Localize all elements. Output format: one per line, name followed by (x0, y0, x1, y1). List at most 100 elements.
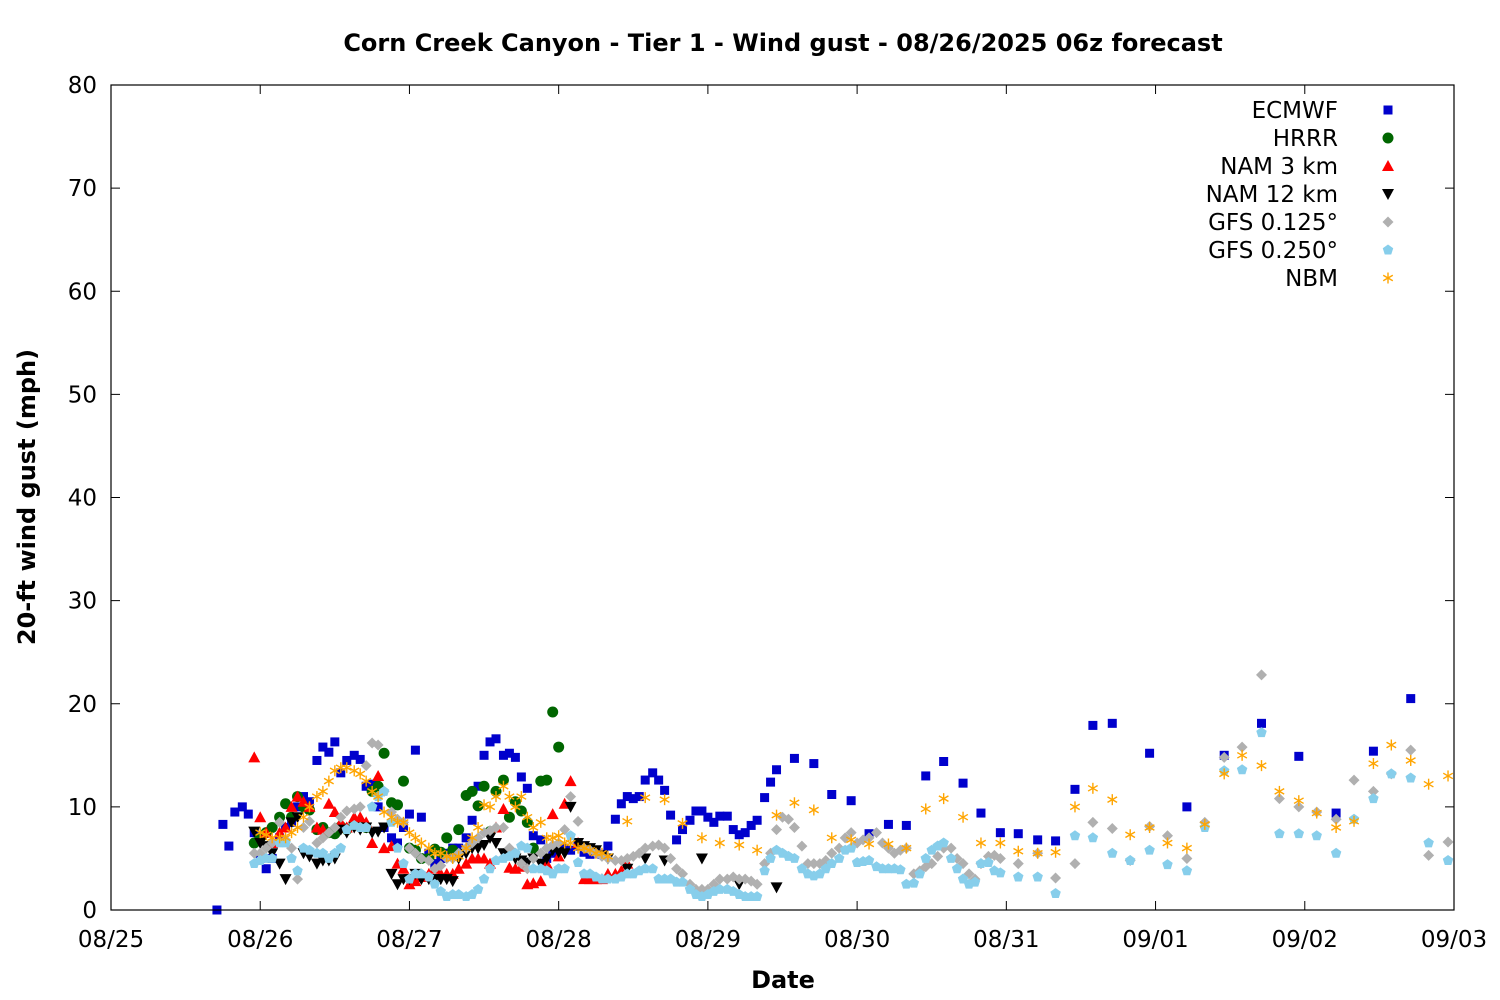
x-axis-label: Date (751, 966, 815, 994)
data-point (286, 827, 297, 839)
data-point (366, 801, 378, 812)
data-point (1442, 770, 1454, 782)
data-point (938, 837, 949, 848)
legend-label: NBM (1285, 266, 1338, 292)
x-tick-label: 08/27 (376, 927, 442, 953)
data-point (572, 857, 584, 868)
data-point (746, 820, 756, 830)
data-point (285, 800, 298, 812)
data-point (435, 885, 447, 896)
y-tick-label: 20 (68, 692, 97, 718)
data-point (1405, 772, 1416, 783)
data-point (622, 792, 632, 802)
data-point (883, 838, 894, 850)
data-point (566, 845, 576, 855)
data-point (298, 811, 309, 823)
data-point (920, 803, 931, 815)
data-point (883, 819, 893, 829)
data-point (522, 783, 532, 793)
data-point (489, 837, 502, 849)
data-point (1050, 846, 1061, 858)
data-point (541, 774, 553, 786)
data-point (759, 865, 770, 876)
data-point (696, 832, 708, 844)
data-point (782, 813, 794, 825)
data-point (260, 842, 272, 854)
data-point (728, 825, 738, 835)
data-point (534, 875, 547, 887)
data-point (280, 798, 292, 810)
data-point (515, 805, 527, 817)
data-point (634, 792, 644, 802)
data-point (472, 822, 484, 833)
data-point (1070, 784, 1080, 794)
data-point (1368, 746, 1378, 756)
data-point (504, 748, 514, 758)
data-point (484, 863, 496, 874)
data-point (535, 847, 547, 859)
data-point (461, 833, 471, 843)
data-point (553, 741, 565, 753)
series-gfs-0-250- (249, 727, 1454, 902)
data-point (504, 791, 515, 803)
data-point (559, 863, 570, 874)
data-point (684, 883, 696, 894)
data-point (266, 822, 278, 833)
data-point (640, 775, 650, 785)
data-point (914, 868, 926, 879)
data-point (1051, 836, 1061, 846)
data-point (349, 750, 359, 760)
y-tick-label: 10 (68, 795, 97, 821)
data-point (770, 882, 783, 894)
data-point (921, 771, 931, 781)
data-point (559, 824, 571, 836)
data-point (330, 737, 340, 747)
data-point (297, 795, 310, 807)
data-point (660, 785, 670, 795)
data-point (751, 878, 763, 890)
data-point (1162, 859, 1173, 870)
data-point (354, 811, 367, 823)
data-point (609, 855, 621, 866)
data-point (871, 827, 883, 839)
data-point (846, 834, 857, 846)
data-point (809, 759, 819, 769)
data-point (254, 837, 267, 849)
data-point (1087, 782, 1099, 794)
data-point (391, 879, 404, 891)
data-point (286, 852, 297, 863)
data-point (671, 863, 683, 875)
data-point (1069, 830, 1081, 841)
data-point (466, 785, 478, 797)
data-point (752, 815, 762, 825)
data-point (387, 833, 397, 843)
data-point (404, 827, 415, 839)
data-point (1274, 785, 1285, 797)
data-point (1218, 751, 1230, 763)
data-point (378, 785, 390, 796)
data-point (1050, 872, 1062, 884)
x-tick-label: 08/28 (526, 927, 592, 953)
data-point (404, 809, 414, 819)
data-point (378, 747, 390, 759)
data-point (460, 848, 473, 860)
legend-marker (1382, 132, 1394, 144)
legend-label: ECMWF (1252, 98, 1338, 124)
data-point (622, 815, 633, 827)
data-point (355, 768, 366, 780)
data-point (1293, 795, 1304, 807)
y-tick-label: 70 (68, 176, 97, 202)
data-point (516, 791, 527, 803)
data-point (472, 843, 485, 855)
data-point (826, 847, 838, 859)
data-point (788, 822, 800, 833)
data-point (565, 830, 576, 841)
data-point (863, 832, 875, 844)
data-point (863, 855, 875, 865)
data-point (447, 852, 458, 864)
data-point (1368, 758, 1379, 770)
y-tick-label: 80 (68, 73, 97, 99)
legend-marker (1383, 105, 1393, 115)
data-point (945, 852, 957, 863)
